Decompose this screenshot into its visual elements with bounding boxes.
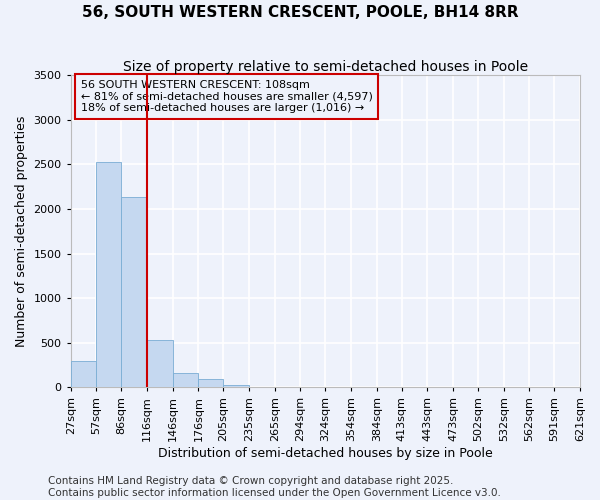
X-axis label: Distribution of semi-detached houses by size in Poole: Distribution of semi-detached houses by … — [158, 447, 493, 460]
Bar — [97, 162, 121, 388]
Y-axis label: Number of semi-detached properties: Number of semi-detached properties — [15, 116, 28, 347]
Bar — [71, 360, 97, 388]
Bar — [199, 380, 223, 388]
Bar — [223, 384, 249, 388]
Bar — [121, 198, 147, 388]
Title: Size of property relative to semi-detached houses in Poole: Size of property relative to semi-detach… — [123, 60, 528, 74]
Text: 56, SOUTH WESTERN CRESCENT, POOLE, BH14 8RR: 56, SOUTH WESTERN CRESCENT, POOLE, BH14 … — [82, 5, 518, 20]
Text: Contains HM Land Registry data © Crown copyright and database right 2025.
Contai: Contains HM Land Registry data © Crown c… — [48, 476, 501, 498]
Bar — [173, 374, 199, 388]
Bar — [147, 340, 173, 388]
Text: 56 SOUTH WESTERN CRESCENT: 108sqm
← 81% of semi-detached houses are smaller (4,5: 56 SOUTH WESTERN CRESCENT: 108sqm ← 81% … — [81, 80, 373, 113]
